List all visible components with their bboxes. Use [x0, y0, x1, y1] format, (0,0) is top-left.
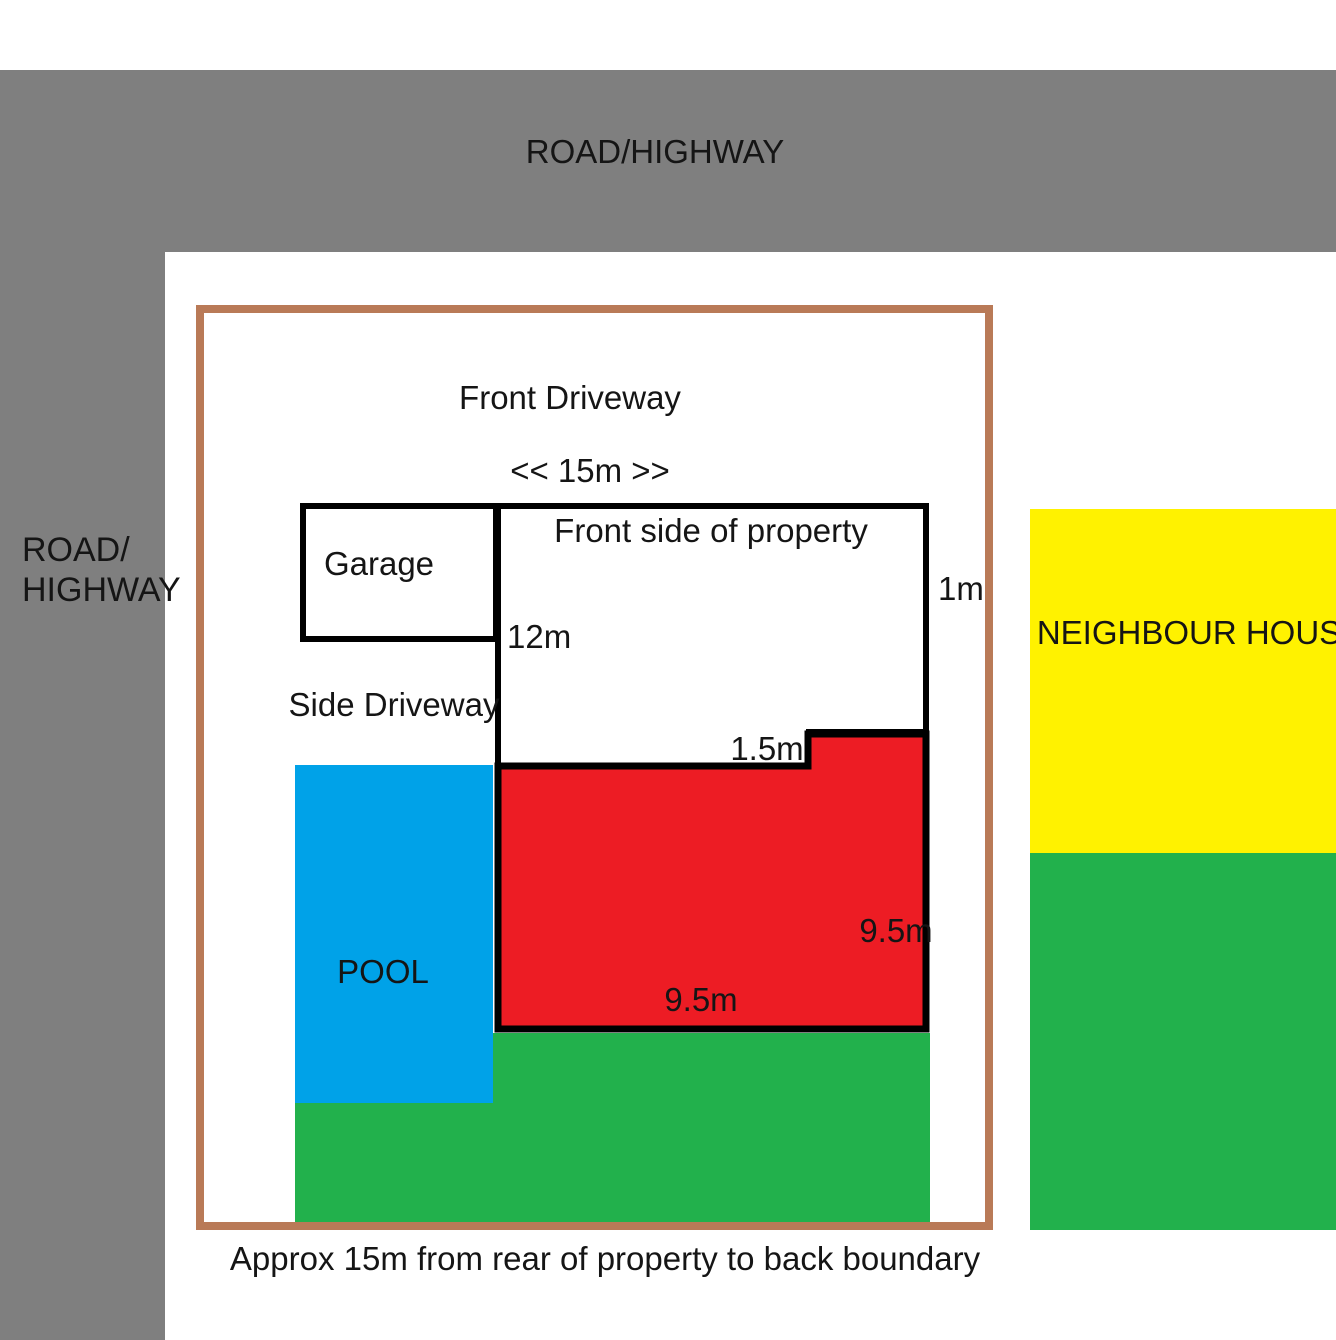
right-setback-dimension: 1m — [938, 570, 984, 608]
road-left-label-line2: HIGHWAY — [22, 571, 181, 609]
pool — [295, 765, 493, 1103]
front-driveway-label: Front Driveway — [459, 379, 681, 417]
rear-boundary-caption: Approx 15m from rear of property to back… — [229, 1240, 981, 1278]
garage-label: Garage — [323, 545, 435, 583]
neighbour-yard-grass — [1030, 853, 1336, 1230]
pool-label: POOL — [337, 953, 429, 991]
rear-depth-dimension: 9.5m — [859, 912, 933, 950]
notch-width-dimension: 1.5m — [730, 730, 804, 768]
front-width-dimension: << 15m >> — [510, 452, 670, 490]
rear-width-dimension: 9.5m — [664, 981, 738, 1019]
side-driveway-label: Side Driveway — [288, 686, 500, 724]
road-top-strip — [0, 70, 1336, 252]
road-top-label: ROAD/HIGHWAY — [525, 133, 785, 171]
neighbour-house-label: NEIGHBOUR HOUSE — [1036, 614, 1336, 652]
garage-depth-dimension: 12m — [507, 618, 572, 656]
road-left-label-line1: ROAD/ — [22, 531, 130, 569]
road-left-label: ROAD/ HIGHWAY — [22, 530, 181, 610]
road-left-strip — [0, 70, 165, 1340]
front-side-label: Front side of property — [554, 512, 868, 550]
neighbour-house — [1030, 509, 1336, 853]
